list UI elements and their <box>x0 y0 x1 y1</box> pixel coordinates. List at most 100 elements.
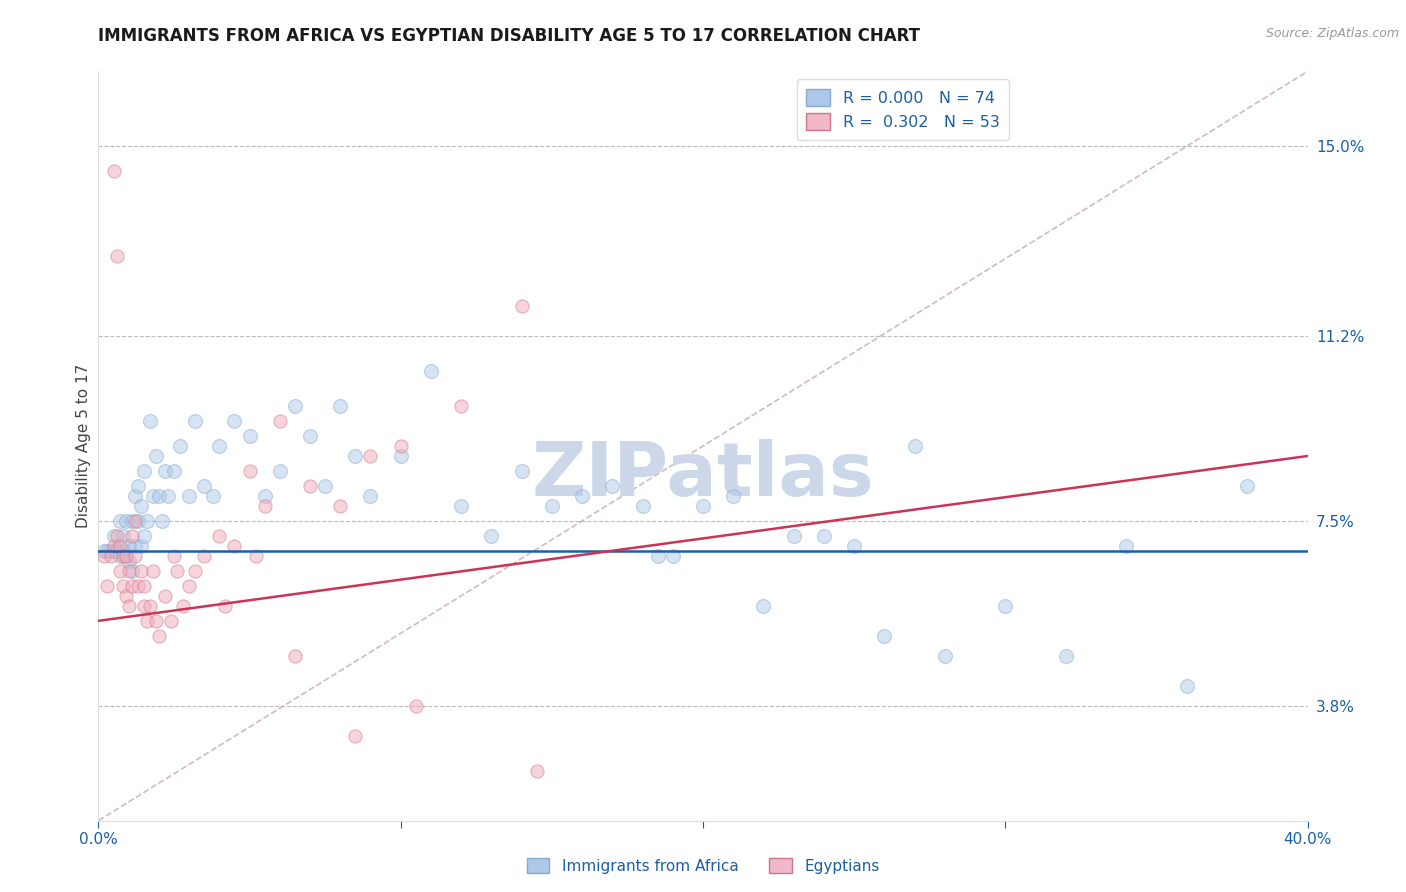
Point <box>224 414 246 428</box>
Point <box>105 529 128 543</box>
Point <box>160 614 183 628</box>
Point <box>111 529 134 543</box>
Point <box>153 589 176 603</box>
Point <box>156 489 179 503</box>
Point <box>1115 539 1137 553</box>
Point <box>124 539 146 553</box>
Point <box>132 579 155 593</box>
Point <box>360 489 382 503</box>
Point <box>142 564 165 578</box>
Point <box>571 489 593 503</box>
Point <box>129 499 152 513</box>
Point <box>193 479 215 493</box>
Point <box>111 549 134 563</box>
Point <box>389 449 412 463</box>
Point <box>118 539 141 553</box>
Point <box>121 529 143 543</box>
Point <box>360 449 382 463</box>
Point <box>193 549 215 563</box>
Point <box>540 499 562 513</box>
Point <box>723 489 745 503</box>
Point <box>284 399 307 413</box>
Point <box>344 729 367 743</box>
Point <box>389 439 412 453</box>
Point <box>132 464 155 478</box>
Point <box>111 579 134 593</box>
Point <box>121 579 143 593</box>
Point <box>124 549 146 563</box>
Point <box>420 364 443 378</box>
Point <box>179 579 201 593</box>
Point <box>124 489 146 503</box>
Point <box>224 539 246 553</box>
Point <box>208 529 231 543</box>
Point <box>1054 648 1077 663</box>
Point <box>208 439 231 453</box>
Point <box>314 479 336 493</box>
Point <box>329 399 352 413</box>
Point <box>269 464 291 478</box>
Point <box>344 449 367 463</box>
Point <box>647 549 669 563</box>
Point <box>1175 679 1198 693</box>
Point <box>132 599 155 613</box>
Point <box>118 599 141 613</box>
Point <box>631 499 654 513</box>
Point <box>1236 479 1258 493</box>
Point <box>139 599 162 613</box>
Point <box>127 479 149 493</box>
Point <box>450 499 472 513</box>
Point <box>93 549 115 563</box>
Point <box>163 549 186 563</box>
Point <box>100 544 122 558</box>
Point <box>118 554 141 568</box>
Point <box>813 529 835 543</box>
Y-axis label: Disability Age 5 to 17: Disability Age 5 to 17 <box>76 364 91 528</box>
Text: IMMIGRANTS FROM AFRICA VS EGYPTIAN DISABILITY AGE 5 TO 17 CORRELATION CHART: IMMIGRANTS FROM AFRICA VS EGYPTIAN DISAB… <box>98 27 921 45</box>
Point <box>108 564 131 578</box>
Point <box>329 499 352 513</box>
Point <box>108 539 131 553</box>
Point <box>904 439 927 453</box>
Point <box>118 564 141 578</box>
Point <box>127 514 149 528</box>
Point <box>148 489 170 503</box>
Point <box>100 549 122 563</box>
Point <box>103 529 125 543</box>
Point <box>121 564 143 578</box>
Point <box>169 439 191 453</box>
Point <box>124 514 146 528</box>
Text: ZIPatlas: ZIPatlas <box>531 440 875 513</box>
Point <box>253 489 276 503</box>
Point <box>96 544 118 558</box>
Legend: Immigrants from Africa, Egyptians: Immigrants from Africa, Egyptians <box>520 852 886 880</box>
Point <box>111 544 134 558</box>
Point <box>202 489 225 503</box>
Point <box>108 514 131 528</box>
Point <box>93 544 115 558</box>
Point <box>510 299 533 313</box>
Point <box>172 599 194 613</box>
Point <box>150 514 173 528</box>
Point <box>105 249 128 263</box>
Point <box>153 464 176 478</box>
Point <box>994 599 1017 613</box>
Point <box>114 589 136 603</box>
Point <box>139 414 162 428</box>
Point <box>284 648 307 663</box>
Point <box>934 648 956 663</box>
Point <box>184 414 207 428</box>
Point <box>692 499 714 513</box>
Point <box>127 579 149 593</box>
Point <box>526 764 548 778</box>
Point <box>103 544 125 558</box>
Point <box>142 489 165 503</box>
Point <box>121 514 143 528</box>
Point <box>145 449 167 463</box>
Point <box>114 514 136 528</box>
Point <box>145 614 167 628</box>
Point <box>108 549 131 563</box>
Point <box>299 479 322 493</box>
Point <box>135 614 157 628</box>
Point <box>405 698 427 713</box>
